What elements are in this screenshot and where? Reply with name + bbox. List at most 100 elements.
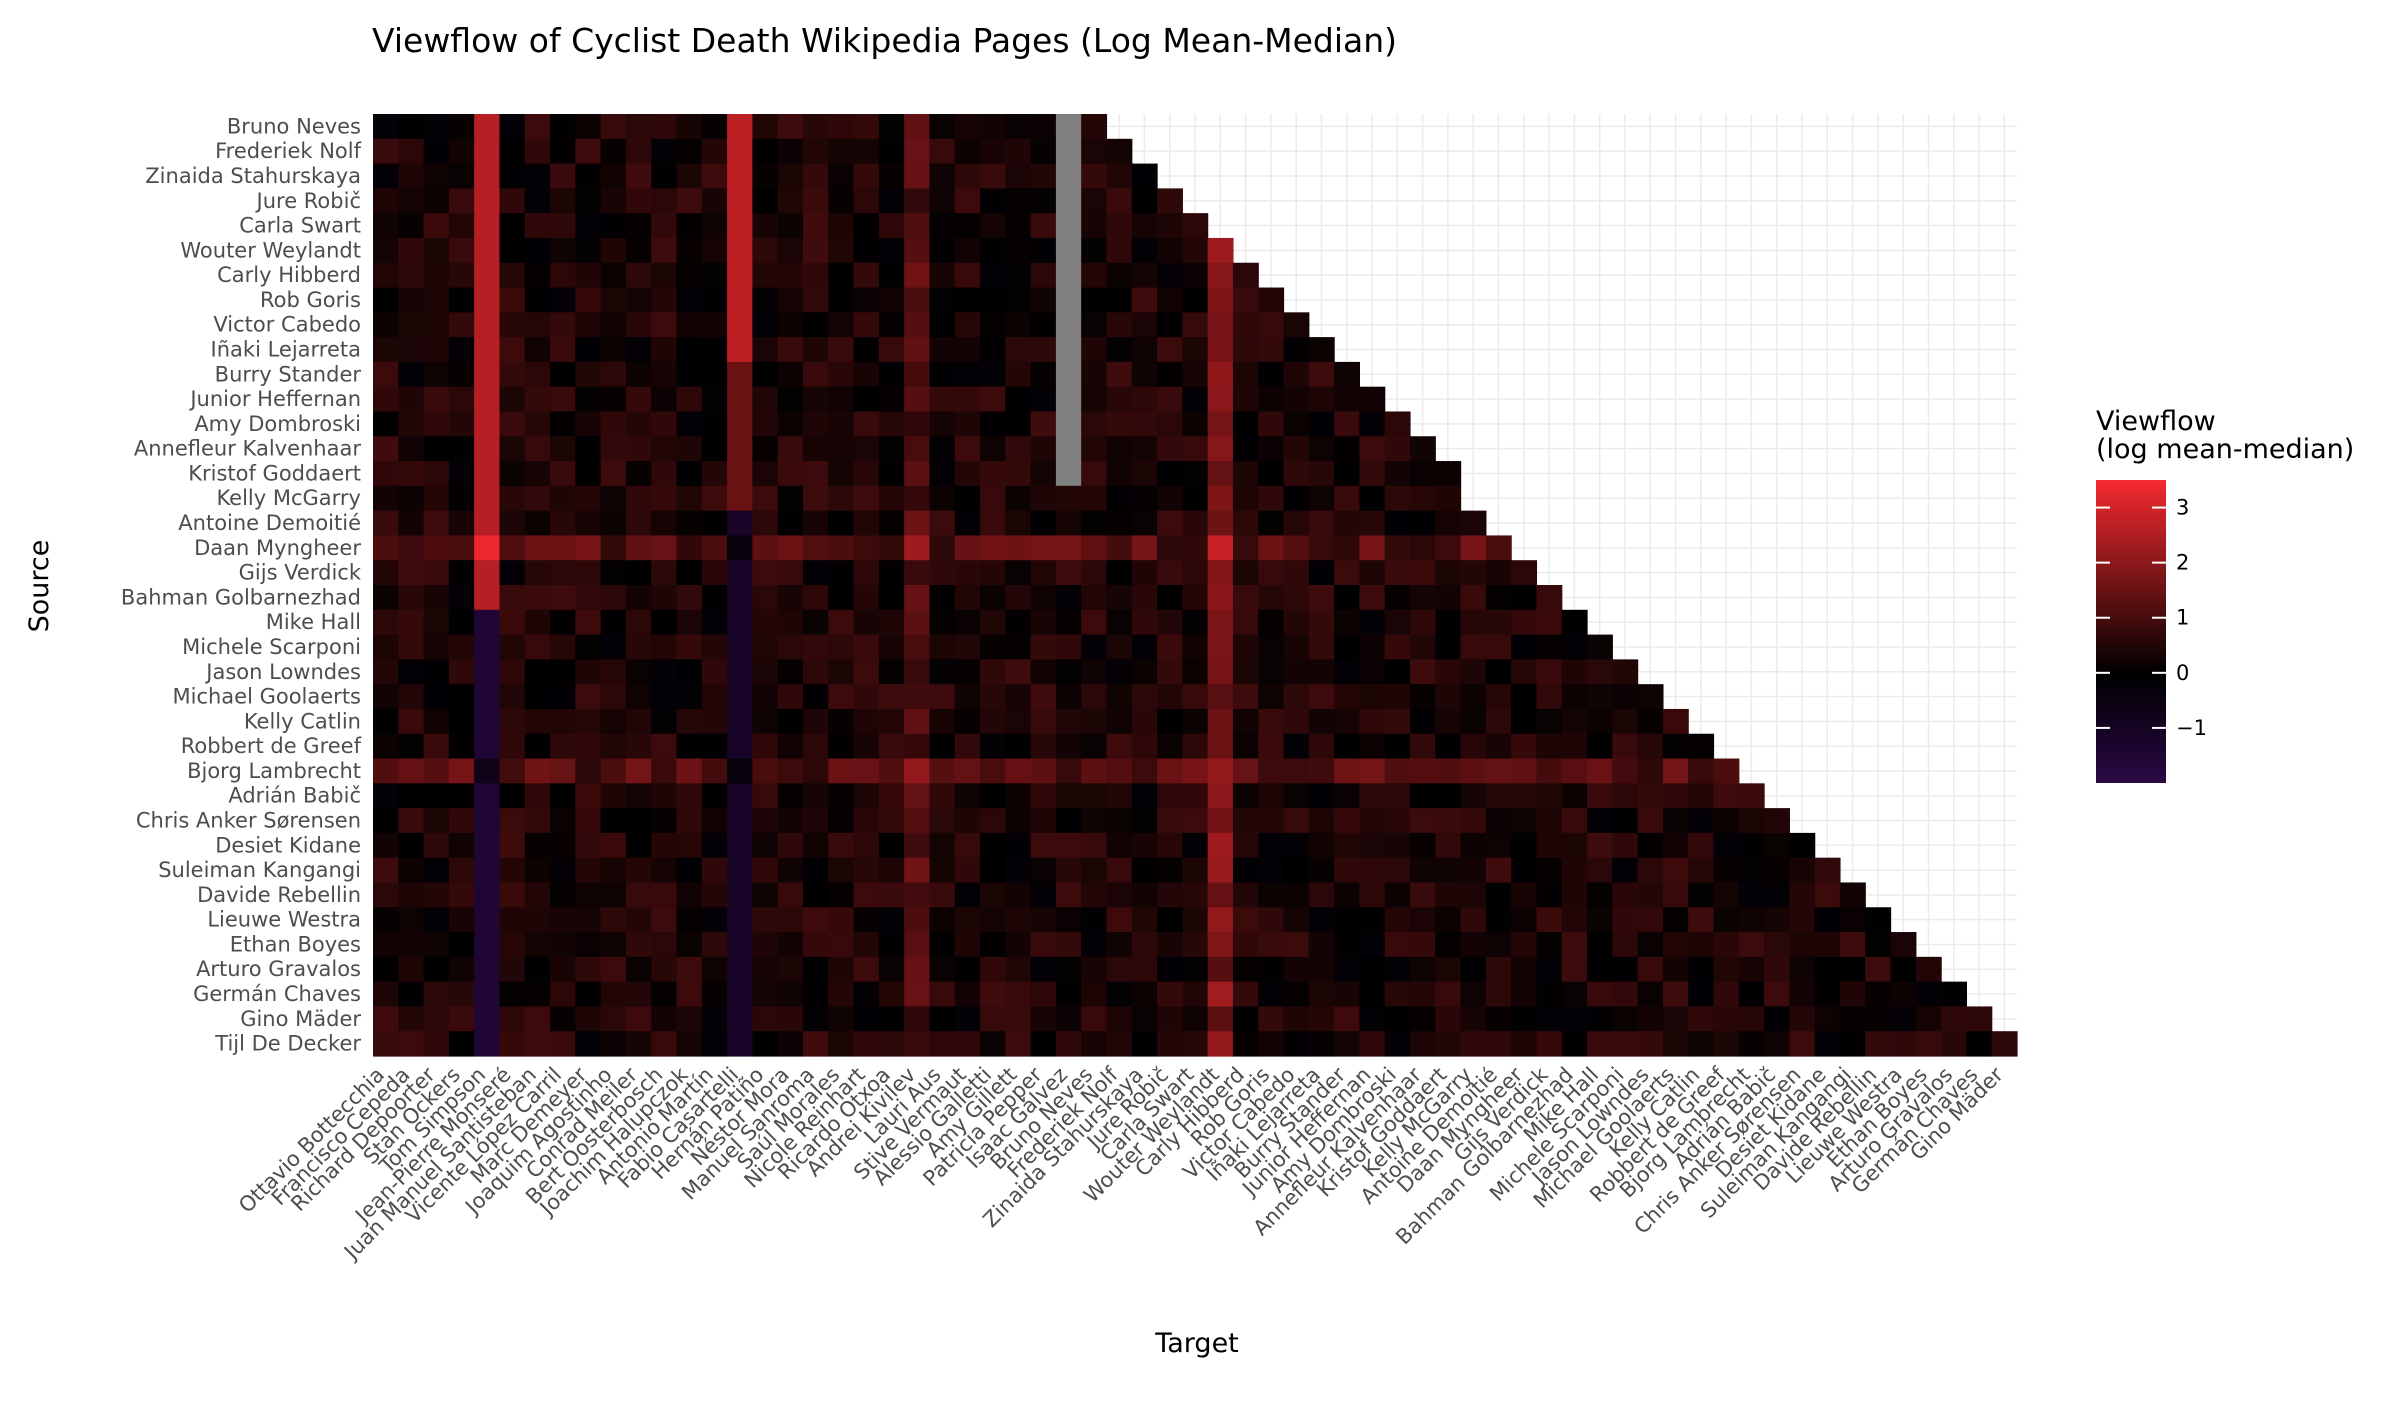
heatmap-cell (853, 213, 880, 239)
heatmap-cell (1662, 907, 1689, 933)
heatmap-cell (929, 237, 956, 264)
heatmap-cell (1839, 932, 1866, 958)
heatmap-cell (448, 758, 475, 784)
heatmap-cell (1334, 981, 1360, 1008)
heatmap-cell (1207, 907, 1234, 933)
heatmap-cell (600, 312, 627, 338)
heatmap-cell (550, 386, 576, 413)
heatmap-cell (1662, 758, 1689, 784)
heatmap-cell (828, 783, 855, 809)
heatmap-cell (1511, 932, 1538, 958)
heatmap-cell (625, 337, 652, 363)
heatmap-cell (625, 485, 652, 512)
legend-tick-label: −1 (2176, 716, 2207, 740)
heatmap-cell (1005, 783, 1032, 809)
heatmap-cell (878, 907, 905, 933)
heatmap-cell (474, 634, 501, 660)
heatmap-cell (1258, 312, 1285, 338)
heatmap-cell (1157, 659, 1183, 685)
heatmap-cell (398, 1006, 425, 1032)
heatmap-cell (1384, 585, 1411, 611)
heatmap-cell (1485, 783, 1512, 809)
heatmap-cell (499, 783, 526, 809)
heatmap-cell (1030, 808, 1057, 834)
heatmap-cell (929, 907, 956, 933)
heatmap-cell (853, 634, 880, 660)
heatmap-cell (1030, 609, 1057, 636)
heatmap-cell (802, 832, 829, 859)
heatmap-cell (1207, 337, 1234, 363)
y-tick-label: Frederiek Nolf (215, 139, 362, 163)
heatmap-cell (373, 708, 399, 735)
heatmap-cell (878, 485, 905, 512)
heatmap-cell (373, 783, 399, 809)
heatmap-cell (1131, 585, 1158, 611)
heatmap-cell (701, 535, 728, 561)
heatmap-cell (600, 386, 627, 413)
heatmap-cell (1182, 411, 1209, 437)
heatmap-cell (1182, 832, 1209, 859)
heatmap-cell (1435, 1006, 1462, 1032)
heatmap-cell (1587, 684, 1613, 710)
heatmap-cell (701, 733, 728, 760)
heatmap-cell (1055, 981, 1082, 1008)
heatmap-cell (1283, 312, 1310, 338)
heatmap-cell (878, 1031, 905, 1057)
heatmap-cell (550, 337, 576, 363)
heatmap-cell (853, 956, 880, 983)
heatmap-cell (1106, 659, 1133, 685)
heatmap-cell (1005, 857, 1032, 884)
heatmap-cell (853, 907, 880, 933)
heatmap-cell (727, 312, 753, 338)
heatmap-cell (398, 114, 425, 140)
heatmap-cell (398, 138, 425, 165)
heatmap-cell (853, 262, 880, 289)
heatmap-cell (1182, 783, 1209, 809)
heatmap-cell (1536, 832, 1563, 859)
heatmap-cell (1435, 609, 1462, 636)
heatmap-cell (676, 907, 703, 933)
heatmap-cell (1334, 659, 1360, 685)
heatmap-cell (878, 386, 905, 413)
heatmap-cell (853, 361, 880, 388)
heatmap-cell (1283, 386, 1310, 413)
heatmap-cell (878, 287, 905, 313)
heatmap-cell (1106, 213, 1133, 239)
heatmap-cell (1384, 907, 1411, 933)
heatmap-cell (575, 907, 602, 933)
heatmap-cell (1055, 808, 1082, 834)
heatmap-cell (853, 188, 880, 214)
heatmap-cell (1207, 1031, 1234, 1057)
heatmap-cell (878, 684, 905, 710)
heatmap-cell (1207, 461, 1234, 487)
heatmap-cell (1081, 213, 1108, 239)
heatmap-cell (904, 163, 931, 189)
heatmap-cell (1106, 684, 1133, 710)
heatmap-cell (1258, 485, 1285, 512)
heatmap-cell (1662, 832, 1689, 859)
heatmap-cell (1536, 634, 1563, 660)
heatmap-cell (1536, 808, 1563, 834)
heatmap-cell (423, 1031, 450, 1057)
heatmap-cell (1157, 287, 1183, 313)
heatmap-cell (499, 138, 526, 165)
heatmap-cell (752, 510, 779, 537)
heatmap-cell (980, 758, 1006, 784)
heatmap-cell (1409, 956, 1436, 983)
heatmap-cell (752, 485, 779, 512)
heatmap-cell (398, 535, 425, 561)
heatmap-cell (1030, 411, 1057, 437)
heatmap-cell (1131, 312, 1158, 338)
y-tick-label: Ethan Boyes (230, 932, 361, 956)
heatmap-cell (1409, 659, 1436, 685)
heatmap-cell (1106, 882, 1133, 908)
heatmap-cell (980, 361, 1006, 388)
heatmap-cell (727, 609, 753, 636)
heatmap-cell (625, 237, 652, 264)
heatmap-cell (1081, 708, 1108, 735)
heatmap-cell (1435, 684, 1462, 710)
heatmap-cell (1030, 708, 1057, 735)
heatmap-cell (1587, 783, 1613, 809)
heatmap-cell (1334, 956, 1360, 983)
heatmap-cell (777, 981, 804, 1008)
